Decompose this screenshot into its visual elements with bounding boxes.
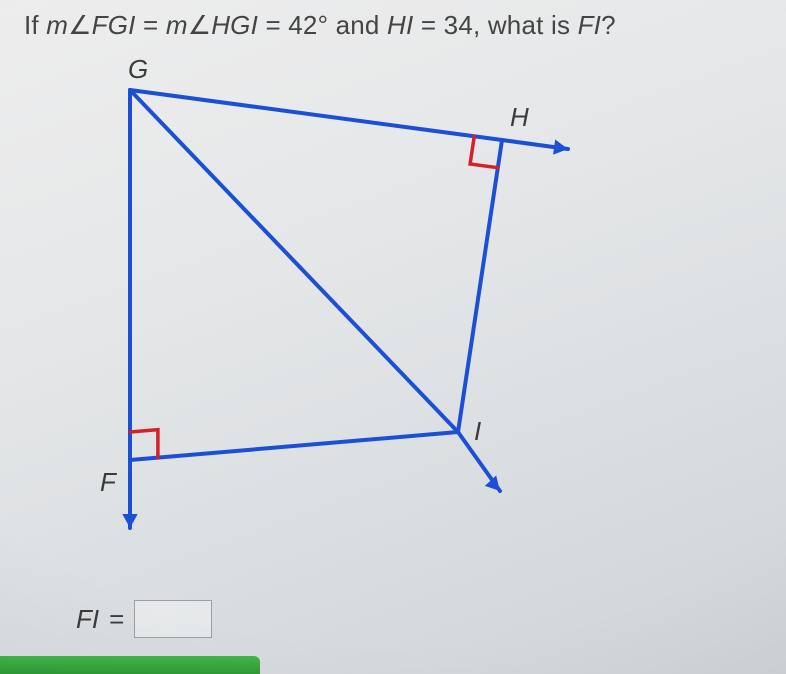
question-text: If m∠FGI = m∠HGI = 42° and HI = 34, what…: [24, 10, 616, 41]
q-m2: m: [166, 10, 188, 40]
answer-input[interactable]: [134, 600, 212, 638]
q-comma: , what is: [473, 10, 578, 40]
q-and: and: [328, 10, 387, 40]
q-angle2-sym: ∠: [188, 10, 212, 40]
label-G: G: [128, 54, 148, 85]
label-F: F: [100, 467, 116, 498]
answer-row: FI =: [76, 600, 212, 638]
diagram-svg: [70, 60, 630, 560]
q-ang2: HGI: [211, 10, 258, 40]
q-eq2: =: [258, 10, 288, 40]
footer-accent-bar: [0, 656, 260, 674]
q-fi: FI: [578, 10, 602, 40]
q-hi-val: 34: [444, 10, 473, 40]
q-qmark: ?: [601, 10, 616, 40]
q-deg: 42°: [288, 10, 328, 40]
answer-var: FI: [76, 604, 99, 635]
diagram: G H I F: [70, 60, 630, 560]
q-ang1: FGI: [92, 10, 136, 40]
q-m1: m: [46, 10, 68, 40]
q-eq1: =: [136, 10, 166, 40]
label-H: H: [510, 102, 529, 133]
q-eq3: =: [413, 10, 443, 40]
q-hi: HI: [387, 10, 413, 40]
q-angle1-sym: ∠: [68, 10, 92, 40]
label-I: I: [474, 416, 481, 447]
answer-eq: =: [109, 604, 124, 635]
q-prefix: If: [24, 10, 46, 40]
